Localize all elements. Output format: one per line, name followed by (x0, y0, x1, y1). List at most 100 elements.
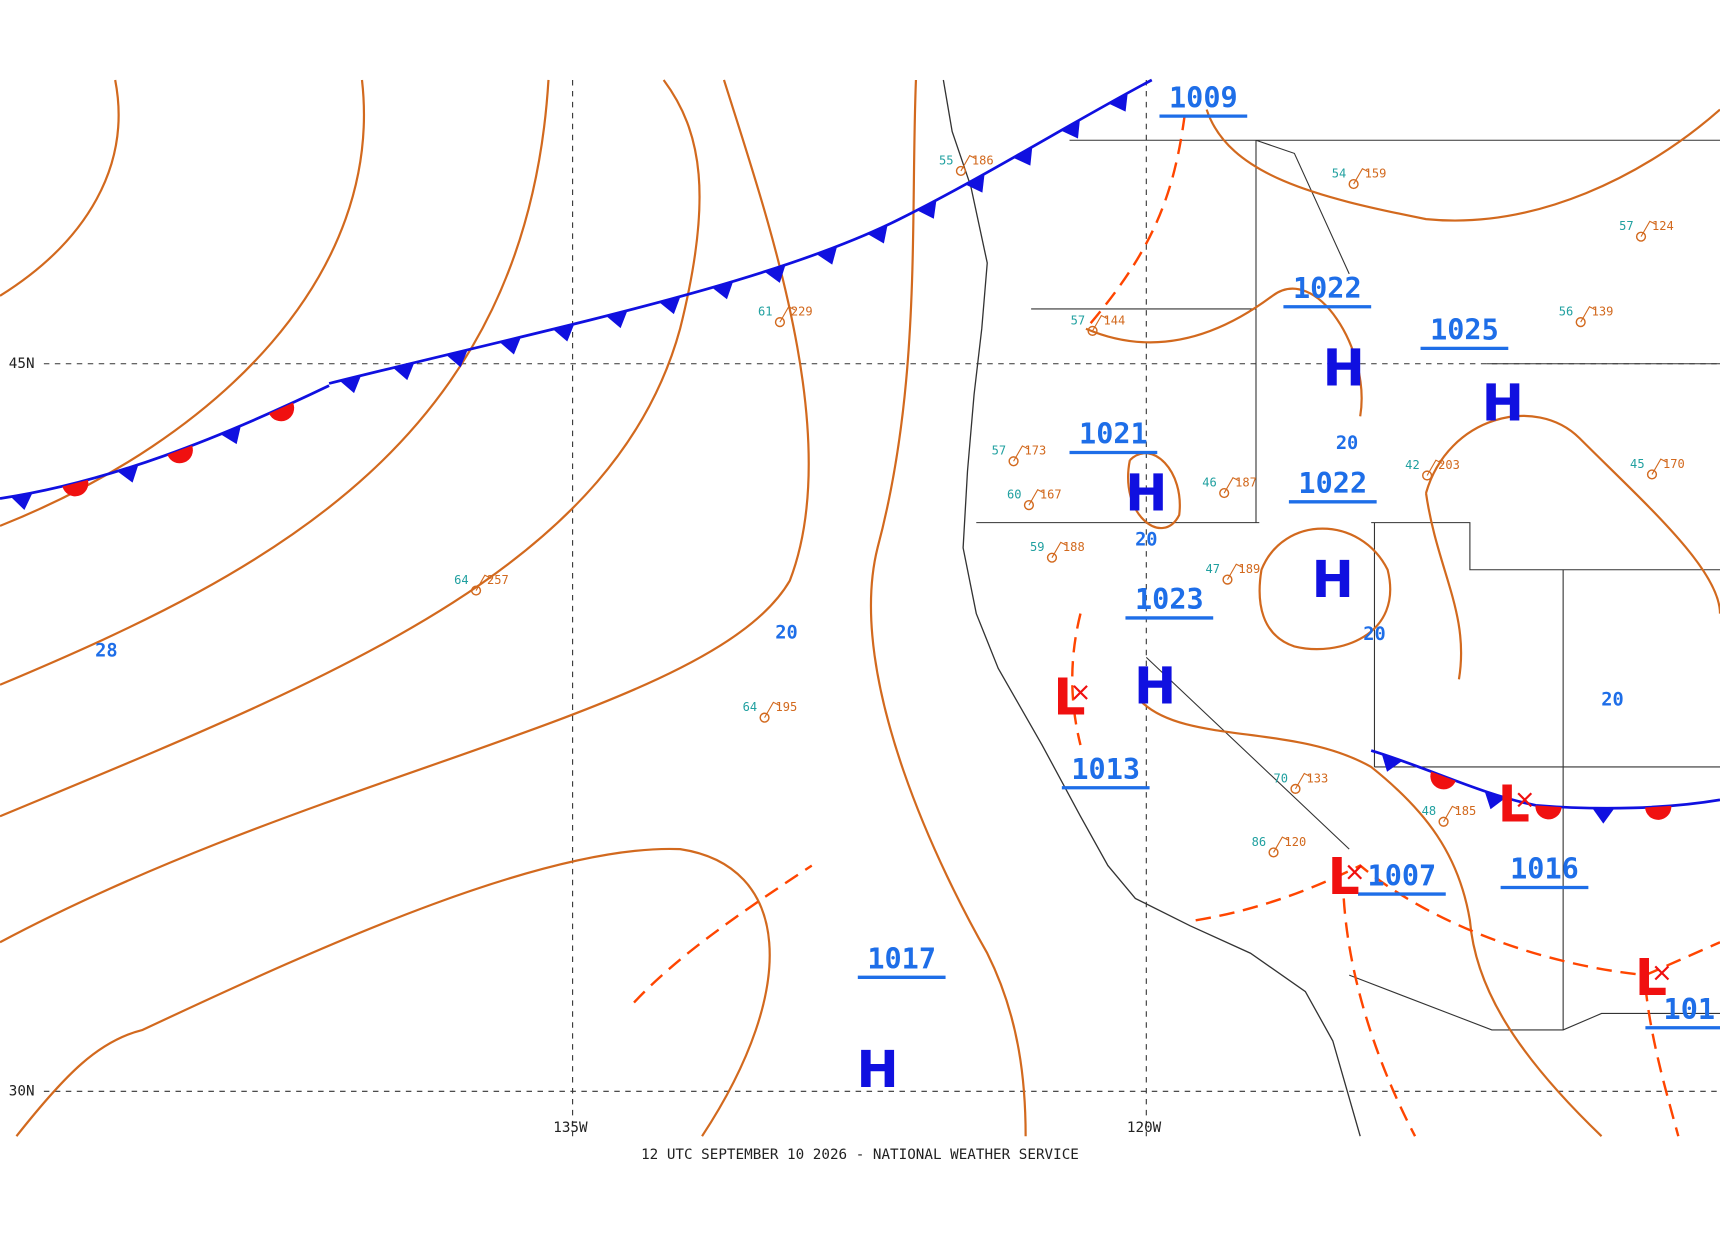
fronts (0, 78, 1720, 824)
station-circle (1575, 317, 1586, 328)
station-circle (470, 585, 482, 596)
station-temperature: 57 (1071, 313, 1086, 327)
triangle (867, 225, 888, 244)
wind-barb (779, 306, 796, 323)
pressure-label: 1013 (1071, 753, 1140, 786)
station-pressure: 167 (1040, 488, 1062, 502)
station-circle (1087, 325, 1098, 336)
station-temperature: 64 (454, 573, 469, 587)
isobar-label: 20 (1135, 530, 1157, 551)
warm-front-symbol (1430, 771, 1456, 790)
station-circle (955, 165, 967, 177)
station-temperature: 47 (1206, 562, 1221, 576)
station-temperature: 55 (939, 153, 954, 167)
station-temperature: 42 (1405, 458, 1420, 472)
wind-barb (475, 574, 492, 591)
front (1370, 749, 1720, 810)
wind-barb (764, 701, 781, 718)
station-plot: 57 124 (1619, 219, 1674, 242)
low-marker (1654, 965, 1670, 981)
semicircle (1430, 771, 1456, 790)
trough (1195, 864, 1720, 977)
station-plot: 55 186 (939, 153, 994, 177)
triangle (552, 324, 575, 342)
pressure-label: 1023 (1135, 583, 1204, 616)
latitude-label: 45N (9, 356, 35, 372)
triangle (764, 264, 786, 283)
wind-barb (1443, 805, 1460, 823)
station-circle (1219, 487, 1230, 499)
front (0, 384, 330, 500)
low-marker (1347, 864, 1363, 880)
station-plot: 64 257 (454, 573, 509, 596)
station-plot: 86 120 (1252, 835, 1306, 858)
triangle (1381, 753, 1403, 772)
isobar (1085, 108, 1720, 417)
station-circle (1268, 847, 1279, 858)
isobar (1258, 527, 1392, 651)
pressure-label: 1009 (1169, 81, 1238, 114)
wind-barb (960, 154, 977, 172)
triangle (1013, 146, 1033, 166)
station-pressure: 133 (1306, 771, 1328, 785)
station-pressure: 173 (1025, 444, 1047, 458)
low-marker (1517, 792, 1533, 808)
cold-front-symbol (392, 362, 415, 381)
station-pressure: 185 (1455, 804, 1477, 818)
station-temperature: 46 (1202, 475, 1217, 489)
pressure-label: 101 (1664, 993, 1716, 1026)
station-temperature: 60 (1007, 488, 1022, 502)
cold-front-symbol (499, 337, 521, 355)
isobar (869, 79, 1027, 1137)
station-pressure: 203 (1438, 458, 1460, 472)
station-temperature: 59 (1030, 540, 1045, 554)
warm-front-symbol (1535, 805, 1562, 820)
wind-barb (1640, 220, 1657, 237)
station-circle (1438, 816, 1449, 827)
pressure-label: 1007 (1368, 859, 1437, 892)
isobar (0, 79, 810, 944)
wind-barb (1223, 476, 1240, 494)
station-plot: 47 189 (1206, 562, 1260, 585)
station-plot: 48 185 (1422, 804, 1477, 827)
isobar-label: 20 (1336, 433, 1358, 454)
pressure-center: H (1134, 656, 1176, 715)
trough (633, 864, 813, 1004)
wind-barb (1580, 306, 1597, 323)
station-plot: 54 159 (1332, 167, 1387, 190)
isobar (1140, 700, 1603, 1137)
wind-barb (1651, 458, 1668, 475)
triangle (1484, 791, 1506, 810)
cold-front-symbol (1013, 146, 1033, 166)
warm-front-symbol (269, 402, 295, 422)
footer: 12 UTC SEPTEMBER 10 2026 - NATIONAL WEAT… (641, 1147, 1079, 1163)
isobar (15, 847, 771, 1137)
station-plot: 56 139 (1559, 305, 1613, 328)
latitude-label: 30N (9, 1084, 35, 1100)
isobar-label: 28 (95, 640, 117, 661)
semicircle (167, 445, 193, 464)
warm-front-symbol (62, 479, 89, 497)
warm-front-symbol (1645, 805, 1672, 820)
station-plot: 61 229 (758, 305, 813, 328)
triangle (916, 200, 937, 219)
station-temperature: 48 (1422, 804, 1437, 818)
cold-front-symbol (446, 349, 468, 368)
station-plot: 46 187 (1202, 475, 1257, 499)
station-temperature: 86 (1252, 835, 1267, 849)
pressure-label: 1022 (1298, 467, 1367, 500)
station-circle (1348, 178, 1359, 190)
isobars (0, 79, 1720, 1137)
station-circle (1646, 469, 1658, 480)
station-pressure: 159 (1365, 167, 1387, 181)
station-plot: 57 173 (992, 444, 1047, 467)
cold-front-symbol (117, 464, 139, 483)
isobar (0, 79, 550, 686)
station-pressure: 144 (1104, 313, 1126, 327)
pressure-center: H (1312, 550, 1354, 609)
isobar (0, 79, 701, 818)
station-plot: 59 188 (1030, 540, 1085, 563)
cold-front-symbol (10, 492, 33, 511)
pressure-label: 1016 (1510, 853, 1579, 886)
